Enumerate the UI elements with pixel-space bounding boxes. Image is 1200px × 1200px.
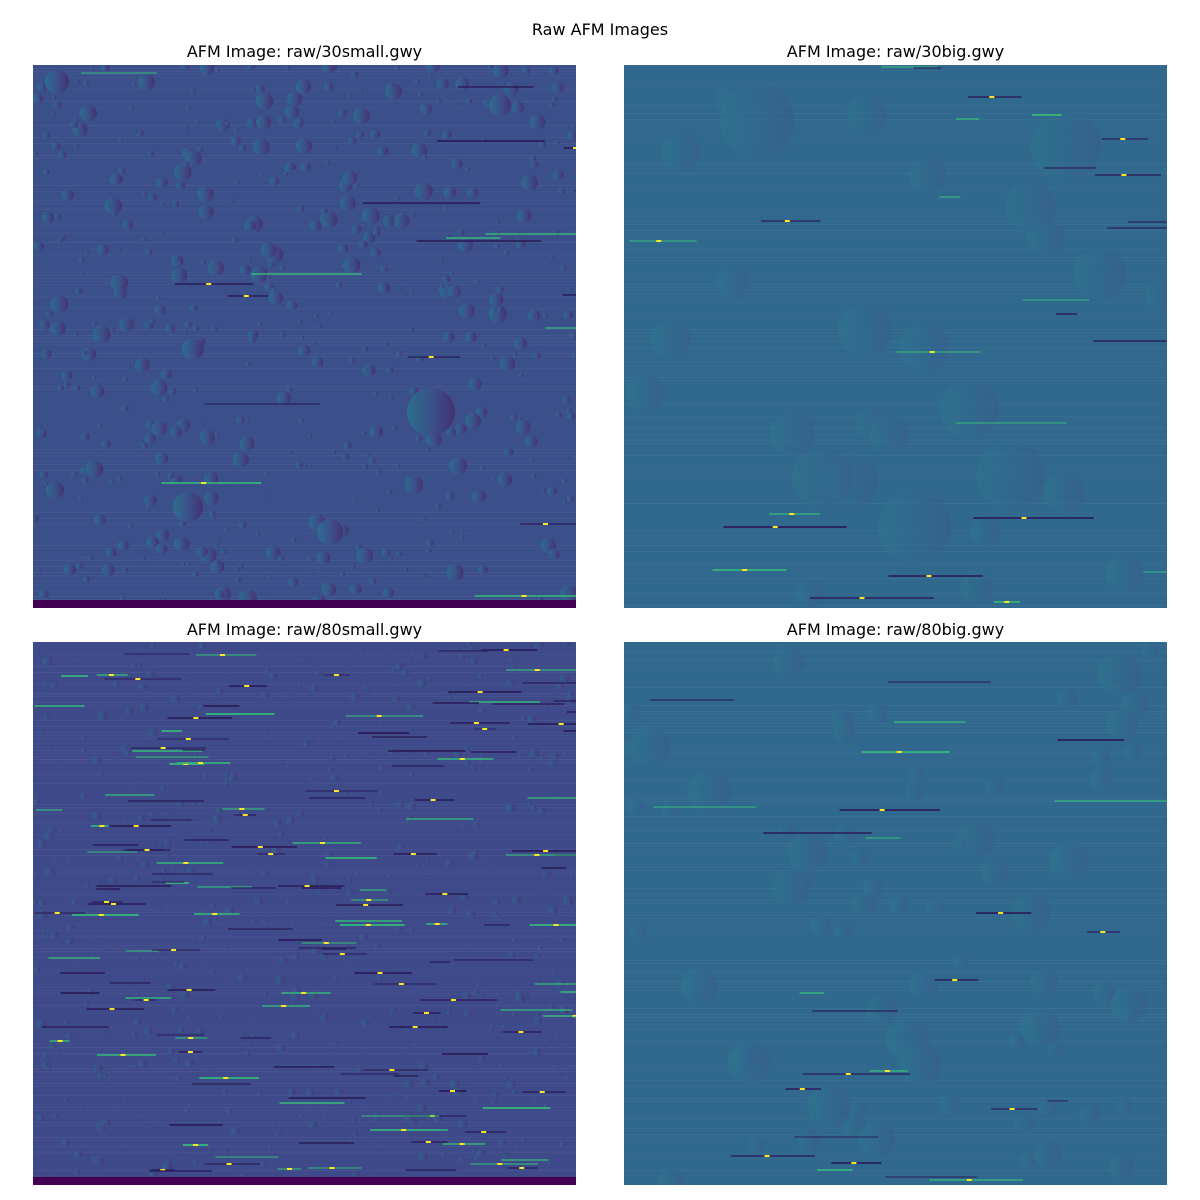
afm-image-80small xyxy=(33,642,576,1185)
afm-image-30small xyxy=(33,65,576,608)
afm-image-30big xyxy=(624,65,1167,608)
panel-title-30small: AFM Image: raw/30small.gwy xyxy=(186,42,423,61)
panel-title-80big: AFM Image: raw/80big.gwy xyxy=(786,620,1005,639)
panel-title-30big: AFM Image: raw/30big.gwy xyxy=(786,42,1005,61)
figure-title: Raw AFM Images xyxy=(531,20,669,39)
panel-title-80small: AFM Image: raw/80small.gwy xyxy=(186,620,423,639)
afm-image-80big xyxy=(624,642,1167,1185)
